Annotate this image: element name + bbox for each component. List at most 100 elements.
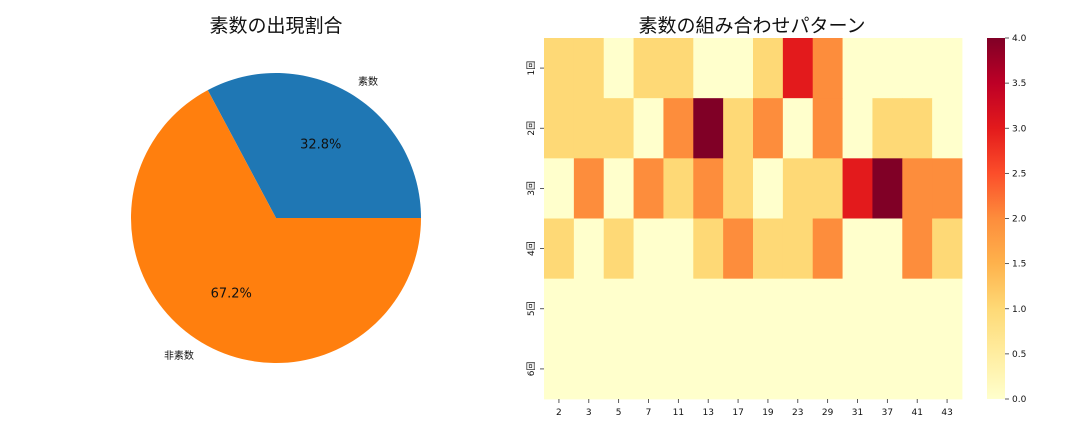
- heatmap-cell: [544, 158, 575, 219]
- heatmap-cell: [663, 278, 694, 340]
- heatmap-cell: [782, 98, 814, 159]
- x-tick-label: 7: [646, 408, 652, 418]
- x-tick-label: 5: [616, 408, 622, 418]
- heatmap-cell: [932, 98, 963, 159]
- heatmap-cell: [573, 38, 605, 99]
- heatmap-cell: [573, 338, 605, 400]
- heatmap-cell: [753, 278, 784, 340]
- heatmap-cell: [753, 158, 784, 219]
- heatmap-cells: [544, 38, 963, 400]
- heatmap-cell: [902, 338, 933, 400]
- x-tick-label: 41: [911, 408, 922, 418]
- heatmap-title: 素数の組み合わせパターン: [638, 15, 865, 37]
- heatmap-cell: [633, 278, 664, 340]
- x-tick-label: 31: [852, 408, 863, 418]
- pie-labels: 32.8% 素数 67.2% 非素数: [164, 75, 378, 362]
- colorbar-tick-label: 1.0: [1012, 305, 1027, 315]
- colorbar-tick-label: 2.5: [1012, 169, 1026, 179]
- x-tick-label: 23: [792, 408, 803, 418]
- heatmap-cell: [723, 278, 754, 340]
- y-tick-label: 1回: [526, 61, 537, 76]
- pie-category-label-1: 非素数: [164, 349, 194, 362]
- colorbar: [987, 38, 1005, 399]
- heatmap-cell: [932, 338, 963, 400]
- heatmap-cell: [753, 98, 784, 159]
- heatmap-x-ticks: 2 3 5 7 11 13 17 19 23 29 31 37 41 43: [556, 399, 953, 418]
- heatmap-cell: [573, 218, 605, 280]
- colorbar-tick-label: 2.0: [1012, 215, 1027, 225]
- heatmap-cell: [872, 98, 903, 159]
- y-tick-label: 6回: [526, 362, 537, 377]
- heatmap-cell: [872, 338, 903, 400]
- heatmap-cell: [842, 338, 873, 400]
- heatmap-cell: [782, 338, 814, 400]
- heatmap-cell: [544, 338, 575, 400]
- heatmap-cell: [872, 158, 903, 219]
- x-tick-label: 2: [556, 408, 562, 418]
- colorbar-tick-label: 0.5: [1012, 350, 1026, 360]
- heatmap-cell: [603, 338, 634, 400]
- y-tick-label: 2回: [526, 121, 537, 136]
- heatmap-cell: [693, 158, 724, 219]
- heatmap-cell: [872, 218, 903, 280]
- x-tick-label: 29: [822, 408, 834, 418]
- heatmap-cell: [812, 338, 843, 400]
- x-tick-label: 17: [732, 408, 743, 418]
- heatmap-cell: [723, 338, 754, 400]
- heatmap-cell: [872, 38, 903, 99]
- colorbar-tick-label: 1.5: [1012, 260, 1026, 270]
- x-tick-label: 13: [702, 408, 713, 418]
- heatmap-cell: [872, 278, 903, 340]
- pie-slice-0: [207, 73, 421, 218]
- heatmap-cell: [544, 218, 575, 280]
- heatmap-cell: [663, 218, 694, 280]
- heatmap-cell: [573, 158, 605, 219]
- heatmap-cell: [693, 38, 724, 99]
- heatmap-cell: [842, 158, 873, 219]
- pie-percent-label-1: 67.2%: [211, 287, 252, 302]
- colorbar-tick-label: 3.0: [1012, 124, 1027, 134]
- heatmap-cell: [902, 38, 933, 99]
- heatmap-cell: [782, 278, 814, 340]
- heatmap-cell: [723, 158, 754, 219]
- pie-title: 素数の出現割合: [209, 15, 342, 37]
- heatmap-cell: [603, 158, 634, 219]
- heatmap-cell: [902, 218, 933, 280]
- heatmap-cell: [723, 38, 754, 99]
- heatmap-cell: [812, 278, 843, 340]
- heatmap-cell: [603, 38, 634, 99]
- pie-slice-1: [131, 90, 422, 364]
- heatmap-cell: [693, 338, 724, 400]
- y-tick-label: 5回: [526, 301, 537, 316]
- heatmap-cell: [723, 218, 754, 280]
- heatmap-cell: [633, 218, 664, 280]
- y-tick-label: 4回: [526, 241, 537, 256]
- heatmap-cell: [603, 218, 634, 280]
- heatmap-cell: [573, 98, 605, 159]
- pie-slices: [131, 73, 422, 364]
- heatmap-cell: [663, 158, 694, 219]
- pie-percent-label-0: 32.8%: [300, 137, 341, 152]
- heatmap-cell: [932, 38, 963, 99]
- heatmap-cell: [753, 218, 784, 280]
- pie-category-label-0: 素数: [358, 75, 378, 88]
- heatmap-cell: [842, 98, 873, 159]
- x-tick-label: 19: [762, 408, 774, 418]
- heatmap-y-ticks: 1回 2回 3回 4回 5回 6回: [526, 61, 544, 377]
- heatmap-cell: [633, 158, 664, 219]
- heatmap-cell: [633, 38, 664, 99]
- heatmap-cell: [782, 218, 814, 280]
- heatmap-cell: [693, 98, 724, 159]
- colorbar-tick-label: 4.0: [1012, 34, 1027, 44]
- heatmap-cell: [544, 278, 575, 340]
- heatmap-cell: [603, 98, 634, 159]
- heatmap-cell: [932, 278, 963, 340]
- heatmap-cell: [842, 278, 873, 340]
- heatmap-cell: [663, 38, 694, 99]
- heatmap-cell: [573, 278, 605, 340]
- x-tick-label: 43: [941, 408, 952, 418]
- y-tick-label: 3回: [526, 181, 537, 196]
- heatmap-cell: [782, 158, 814, 219]
- heatmap-cell: [812, 98, 843, 159]
